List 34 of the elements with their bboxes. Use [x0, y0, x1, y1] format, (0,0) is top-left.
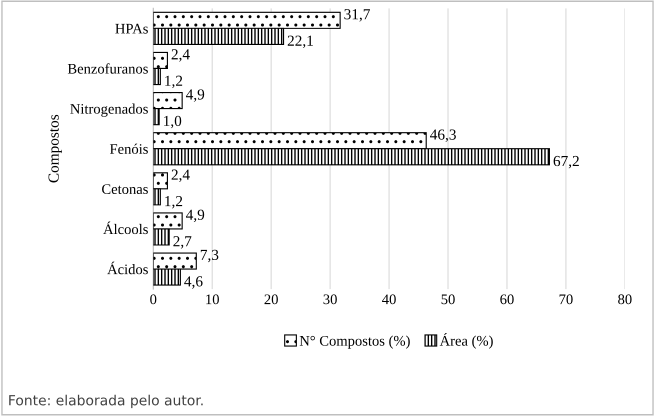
y-tick-label: Cetonas: [102, 184, 148, 194]
x-tick-label: 30: [324, 294, 337, 304]
data-label: 46,3: [430, 129, 456, 142]
legend-label: Área (%): [440, 333, 493, 349]
y-tick-label: Ácidos: [107, 262, 148, 274]
data-label: 4,9: [186, 210, 204, 222]
x-tick-label: 0: [150, 294, 156, 304]
x-tick-label: 20: [264, 294, 278, 304]
data-label: 4,6: [184, 276, 203, 289]
legend-label: N° Compostos (%): [300, 335, 410, 349]
x-tick-label: 40: [382, 294, 396, 304]
y-tick-label: HPAs: [115, 24, 148, 34]
x-tick-label: 50: [442, 294, 455, 304]
data-label: 2,7: [173, 236, 192, 249]
y-tick-label: Fenóis: [110, 144, 148, 154]
x-tick-label: 80: [618, 294, 632, 304]
y-tick-label: Álcools: [103, 222, 148, 234]
data-label: 2,4: [172, 49, 190, 62]
y-axis-title: Compostos: [48, 114, 62, 182]
data-label: 4,9: [186, 89, 204, 102]
data-label: 7,3: [200, 250, 218, 262]
source-note: Fonte: elaborada pelo autor.: [9, 394, 203, 408]
data-label: 1,2: [165, 76, 182, 88]
data-label: 31,7: [344, 9, 370, 22]
y-tick-label: Nitrogenados: [70, 104, 148, 117]
data-label: 2,4: [172, 170, 190, 182]
data-label: 1,2: [165, 196, 182, 208]
data-label: 67,2: [554, 156, 579, 168]
x-tick-label: 10: [206, 294, 219, 304]
y-tick-label: Benzofuranos: [68, 63, 148, 74]
x-tick-label: 60: [500, 294, 514, 304]
data-label: 1,0: [164, 116, 182, 128]
x-tick-label: 70: [560, 294, 573, 304]
data-label: 22,1: [288, 36, 313, 48]
